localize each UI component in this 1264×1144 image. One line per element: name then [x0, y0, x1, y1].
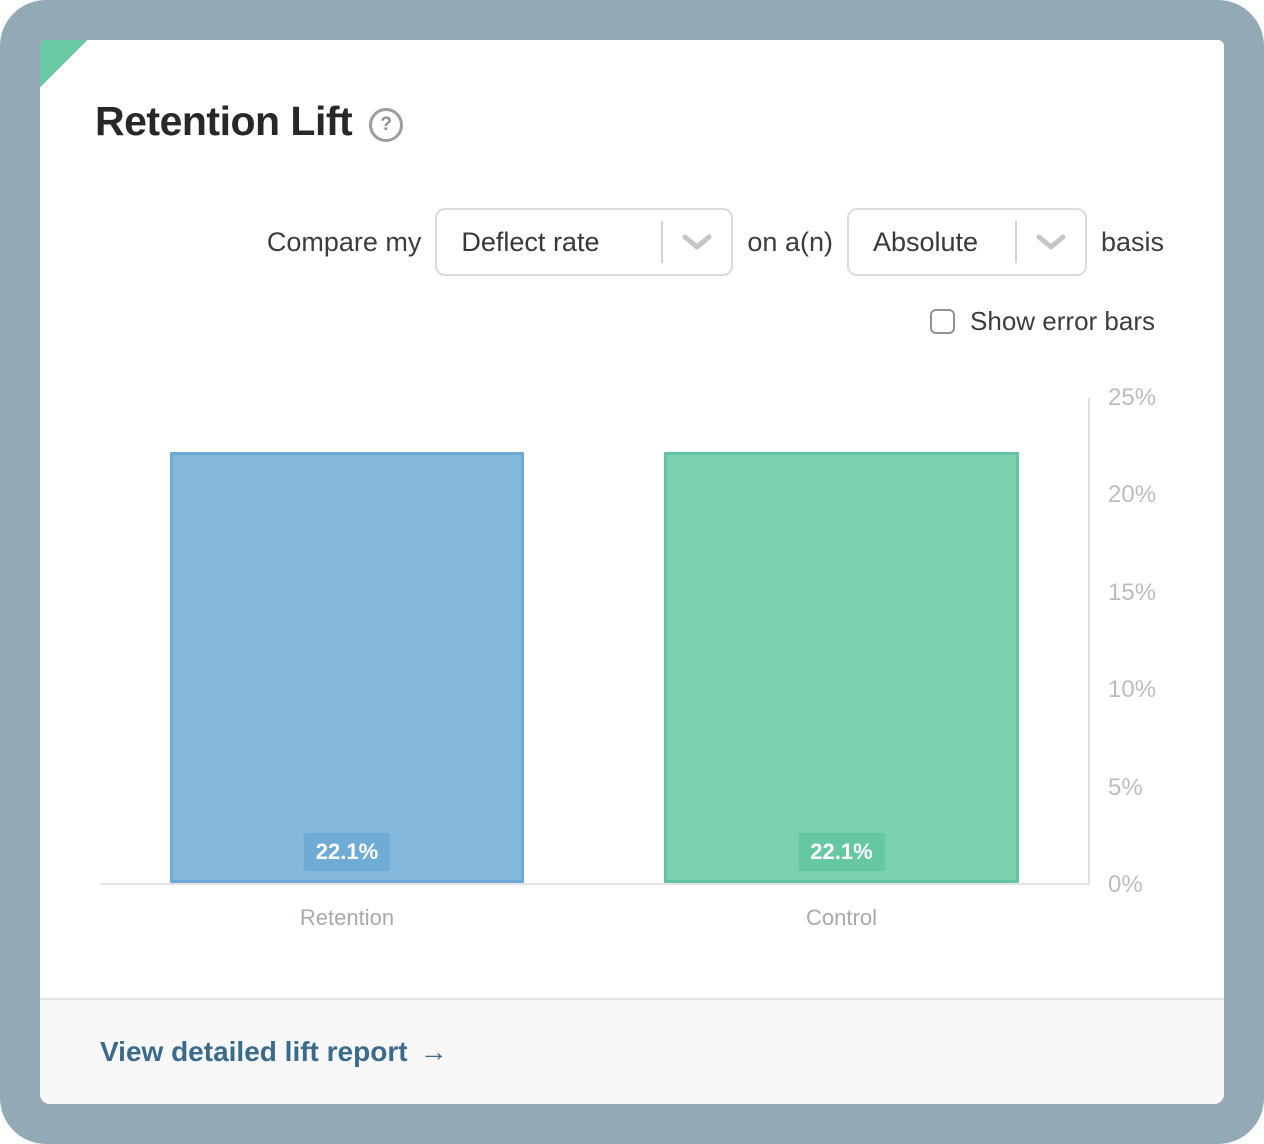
basis-label: basis: [1100, 227, 1164, 257]
chevron-down-icon: [1017, 234, 1085, 251]
y-tick-label: 25%: [1108, 384, 1157, 411]
arrow-right-icon: →: [419, 1036, 448, 1067]
chevron-down-icon: [663, 234, 731, 251]
bar-value-label: 22.1%: [303, 833, 391, 871]
bar-value-label: 22.1%: [798, 833, 885, 871]
y-tick-label: 20%: [1108, 481, 1157, 509]
card-title: Retention Lift: [95, 98, 353, 144]
comparison-controls: Compare my Deflect rate on a(n) Absolute…: [267, 208, 1164, 276]
y-tick-label: 15%: [1108, 578, 1157, 606]
bar-category-label: Control: [806, 905, 877, 930]
card-header: Retention Lift ?: [95, 98, 404, 145]
bar-category-label: Retention: [299, 905, 395, 930]
compare-my-label: Compare my: [266, 227, 422, 257]
plot-area: 22.1% Retention 22.1% Control: [100, 398, 1090, 930]
bar-rect: 22.1%: [170, 452, 524, 883]
basis-select[interactable]: Absolute: [846, 208, 1087, 276]
corner-accent-triangle: [40, 40, 87, 87]
bar-rect: 22.1%: [664, 452, 1019, 883]
select-divider: [1014, 221, 1017, 263]
card-footer: View detailed lift report →: [40, 998, 1224, 1104]
select-divider: [661, 221, 664, 263]
show-error-bars-label: Show error bars: [970, 306, 1155, 336]
metric-select[interactable]: Deflect rate: [435, 208, 734, 276]
show-error-bars-checkbox[interactable]: [930, 309, 956, 334]
view-lift-report-link[interactable]: View detailed lift report →: [100, 1036, 448, 1068]
view-lift-report-label: View detailed lift report: [100, 1036, 408, 1067]
on-an-label: on a(n): [747, 227, 833, 257]
y-tick-label: 10%: [1108, 676, 1157, 704]
help-icon[interactable]: ?: [369, 107, 404, 142]
retention-lift-card: Retention Lift ? Compare my Deflect rate…: [40, 40, 1224, 1104]
metric-select-value: Deflect rate: [461, 226, 600, 257]
show-error-bars-control[interactable]: Show error bars: [930, 306, 1155, 337]
y-axis-ticks: 0% 5% 10% 15% 20% 25%: [1108, 385, 1198, 898]
basis-select-value: Absolute: [872, 226, 979, 257]
y-tick-label: 5%: [1108, 773, 1143, 801]
y-tick-label: 0%: [1108, 871, 1143, 898]
